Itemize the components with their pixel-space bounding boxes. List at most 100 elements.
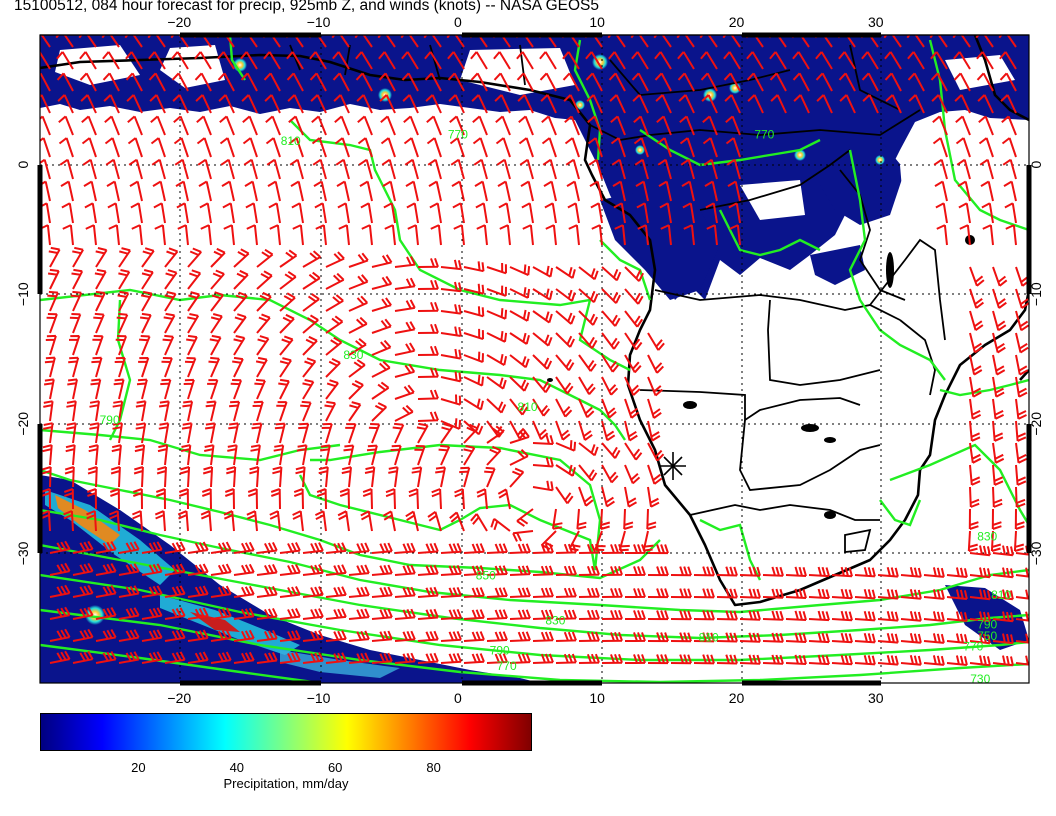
wind-barb bbox=[854, 654, 876, 666]
wind-barb bbox=[808, 566, 830, 578]
wind-barb bbox=[111, 444, 122, 466]
wind-barb bbox=[476, 224, 488, 246]
wind-barb bbox=[992, 266, 1008, 287]
wind-barb bbox=[495, 115, 511, 136]
wind-barb bbox=[956, 158, 971, 180]
wind-barb bbox=[486, 285, 507, 297]
wind-barb bbox=[907, 51, 925, 70]
wind-barb bbox=[360, 510, 373, 532]
wind-barb bbox=[106, 180, 120, 202]
wind-barb bbox=[565, 158, 580, 180]
wind-barb bbox=[601, 442, 621, 459]
wind-barb bbox=[969, 589, 991, 601]
wind-barb bbox=[279, 608, 301, 620]
wind-barb bbox=[516, 508, 534, 527]
wind-barb bbox=[497, 488, 511, 510]
wind-barb bbox=[532, 265, 554, 278]
wind-barb bbox=[186, 334, 198, 356]
wind-barb bbox=[204, 422, 216, 444]
wind-barb bbox=[454, 488, 465, 510]
wind-barb bbox=[334, 137, 350, 158]
wind-barb bbox=[884, 51, 902, 70]
wind-barb bbox=[312, 158, 327, 180]
wind-barb bbox=[934, 180, 948, 202]
wind-barb bbox=[693, 588, 715, 599]
wind-barb bbox=[613, 202, 626, 224]
wind-barb bbox=[320, 444, 331, 466]
wind-barb bbox=[816, 94, 833, 114]
wind-barb bbox=[578, 354, 597, 372]
wind-barb bbox=[72, 562, 94, 576]
wind-barb bbox=[233, 585, 255, 598]
wind-barb bbox=[233, 269, 249, 290]
wind-barb bbox=[184, 357, 197, 378]
wind-barb bbox=[178, 488, 189, 510]
wind-barb bbox=[135, 400, 147, 422]
wind-barb bbox=[279, 542, 301, 554]
lakes bbox=[547, 235, 975, 519]
wind-barb bbox=[105, 158, 120, 180]
wind-barb bbox=[268, 202, 281, 224]
wind-barb bbox=[85, 224, 97, 246]
wind-barb bbox=[279, 586, 301, 598]
wind-barb bbox=[509, 467, 525, 488]
wind-barb bbox=[509, 354, 530, 369]
wind-barb bbox=[394, 404, 414, 422]
wind-barb bbox=[762, 566, 784, 577]
wind-barb bbox=[201, 488, 212, 510]
wind-barb bbox=[463, 631, 485, 642]
wind-barb bbox=[249, 466, 260, 488]
wind-barb bbox=[331, 35, 350, 48]
wind-barb bbox=[174, 158, 189, 180]
wind-barb bbox=[555, 332, 576, 348]
wind-barb bbox=[117, 290, 130, 312]
wind-barb bbox=[660, 224, 672, 246]
wind-barb bbox=[263, 72, 281, 92]
wind-barb bbox=[108, 224, 120, 246]
wind-barb bbox=[210, 541, 232, 554]
wind-barb bbox=[126, 94, 143, 114]
wind-barb bbox=[354, 35, 373, 48]
wind-barb bbox=[95, 585, 117, 598]
wind-barb bbox=[969, 354, 983, 376]
wind-barb bbox=[72, 540, 94, 554]
wind-barb bbox=[279, 652, 301, 664]
wind-barb bbox=[128, 158, 143, 180]
wind-barb bbox=[47, 290, 59, 312]
wind-barb bbox=[486, 330, 508, 343]
wind-barb bbox=[601, 376, 619, 396]
wind-barb bbox=[532, 376, 552, 394]
wind-barb bbox=[62, 224, 74, 246]
wind-barb bbox=[509, 376, 530, 392]
wind-barb bbox=[992, 420, 1004, 442]
wind-barb bbox=[624, 420, 638, 442]
wind-barb bbox=[486, 376, 507, 390]
wind-barb bbox=[49, 628, 71, 642]
wind-barb bbox=[210, 247, 226, 268]
wind-barb bbox=[385, 488, 396, 510]
wind-barb bbox=[601, 420, 616, 442]
wind-barb bbox=[968, 508, 979, 530]
wind-barb bbox=[221, 180, 235, 202]
wind-barb bbox=[88, 444, 99, 466]
wind-barb bbox=[518, 137, 534, 158]
wind-barb bbox=[978, 115, 994, 136]
wind-barb bbox=[519, 158, 534, 180]
wind-barb bbox=[325, 608, 347, 620]
wind-barb bbox=[590, 202, 603, 224]
wind-barb bbox=[499, 224, 511, 246]
wind-barb bbox=[101, 35, 120, 48]
wind-barb bbox=[43, 378, 55, 400]
wind-barb bbox=[405, 510, 419, 532]
wind-barb bbox=[348, 401, 362, 422]
wind-barb bbox=[1005, 224, 1017, 246]
wind-barb bbox=[378, 72, 396, 92]
wind-barb bbox=[414, 445, 426, 466]
wind-barb bbox=[969, 567, 991, 579]
wind-barb bbox=[449, 511, 465, 532]
wind-barb bbox=[808, 654, 830, 666]
wind-barb bbox=[578, 420, 593, 441]
colorbar-tick-label: 20 bbox=[131, 760, 146, 775]
wind-barb bbox=[585, 72, 603, 92]
wind-barb bbox=[693, 632, 715, 643]
